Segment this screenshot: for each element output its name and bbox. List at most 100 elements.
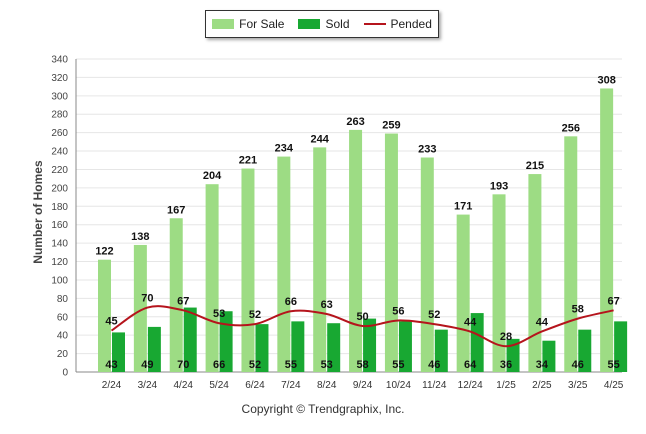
label-sold: 58: [356, 359, 368, 371]
x-tick-label: 11/24: [422, 380, 447, 391]
label-pended: 45: [105, 316, 117, 328]
bar-sold: [506, 338, 520, 372]
bar-for-sale: [456, 214, 470, 372]
label-for-sale: 204: [203, 170, 222, 182]
y-tick-label: 280: [51, 110, 68, 121]
label-pended: 67: [608, 295, 620, 307]
bar-for-sale: [98, 259, 111, 372]
label-sold: 46: [572, 359, 584, 371]
bar-for-sale: [528, 174, 542, 372]
bar-for-sale: [564, 136, 578, 372]
y-tick-label: 80: [57, 294, 69, 305]
bar-for-sale: [384, 133, 398, 372]
y-tick-label: 180: [51, 202, 68, 213]
bar-for-sale: [277, 156, 291, 372]
x-tick-label: 3/24: [138, 380, 158, 391]
label-for-sale: 221: [239, 155, 257, 167]
x-tick-label: 8/24: [317, 380, 337, 391]
bar-sold: [112, 332, 125, 372]
bar-sold: [183, 307, 197, 372]
legend-label-pended: Pended: [390, 17, 432, 31]
bar-for-sale: [169, 218, 183, 372]
y-tick-label: 200: [51, 183, 68, 194]
legend-item-sold[interactable]: Sold: [298, 17, 350, 31]
x-tick-label: 4/25: [604, 380, 624, 391]
label-pended: 44: [536, 316, 549, 328]
bar-sold: [470, 313, 484, 372]
bar-for-sale: [420, 157, 434, 372]
bar-sold: [255, 324, 269, 372]
bar-sold: [578, 329, 592, 372]
sold-swatch: [298, 19, 321, 29]
label-sold: 34: [536, 359, 549, 371]
bar-for-sale: [600, 88, 614, 372]
label-pended: 52: [428, 309, 440, 321]
pended-line-layer: [110, 305, 614, 348]
label-sold: 55: [392, 359, 404, 371]
label-for-sale: 263: [346, 116, 364, 128]
bar-sold: [291, 321, 305, 372]
y-axis-ticks: 0 20 40 60 80 100 120 140 160 180 200 220 240 260 280 3…: [51, 55, 68, 379]
y-tick-label: 260: [51, 128, 68, 139]
x-tick-label: 1/25: [496, 380, 516, 391]
legend-item-for-sale[interactable]: For Sale: [212, 17, 284, 31]
label-for-sale: 233: [418, 144, 436, 156]
label-pended: 56: [392, 305, 404, 317]
label-sold: 36: [500, 359, 512, 371]
label-for-sale: 256: [562, 122, 580, 134]
y-tick-label: 20: [57, 349, 69, 360]
y-tick-label: 100: [51, 275, 68, 286]
label-sold: 43: [105, 359, 117, 371]
bar-sold: [614, 321, 628, 372]
label-sold: 52: [249, 359, 261, 371]
label-pended: 50: [356, 311, 368, 323]
y-axis-title: Number of Homes: [31, 160, 45, 264]
bar-sold: [147, 326, 161, 372]
y-tick-label: 140: [51, 239, 68, 250]
label-for-sale: 167: [167, 204, 185, 216]
bar-for-sale: [492, 194, 506, 372]
label-sold: 64: [464, 359, 477, 371]
y-tick-label: 60: [57, 312, 69, 323]
legend: For Sale Sold Pended: [205, 10, 439, 38]
label-sold: 49: [141, 359, 153, 371]
label-for-sale: 171: [454, 201, 472, 213]
label-pended: 28: [500, 331, 512, 343]
x-tick-label: 7/24: [281, 380, 301, 391]
label-sold: 66: [213, 359, 225, 371]
label-pended: 67: [177, 295, 189, 307]
label-for-sale: 138: [131, 231, 149, 243]
y-tick-label: 320: [51, 73, 68, 84]
x-tick-label: 5/24: [209, 380, 229, 391]
label-for-sale: 215: [526, 160, 544, 172]
y-tick-label: 240: [51, 147, 68, 158]
x-tick-label: 12/24: [458, 380, 483, 391]
y-tick-label: 0: [62, 368, 68, 379]
y-tick-label: 300: [51, 91, 68, 102]
label-pended: 53: [213, 308, 225, 320]
label-sold: 46: [428, 359, 440, 371]
label-pended: 58: [572, 304, 584, 316]
label-pended: 63: [321, 299, 333, 311]
y-tick-label: 220: [51, 165, 68, 176]
x-tick-label: 4/24: [173, 380, 193, 391]
legend-label-sold: Sold: [325, 17, 350, 31]
y-tick-label: 340: [51, 55, 68, 66]
bar-sold: [398, 321, 412, 372]
data-labels: 122 43 138 49 167 70 204 66 221 52 234 55 244 53 263 58…: [95, 74, 619, 371]
y-tick-label: 120: [51, 257, 68, 268]
bar-sold: [327, 323, 341, 372]
bar-for-sale: [205, 184, 219, 372]
legend-item-pended[interactable]: Pended: [363, 17, 432, 31]
bar-for-sale: [313, 147, 327, 372]
label-pended: 52: [249, 309, 261, 321]
for-sale-swatch: [212, 19, 235, 29]
label-pended: 70: [141, 293, 153, 305]
label-for-sale: 193: [490, 180, 508, 192]
bar-for-sale: [349, 129, 363, 372]
x-axis-ticks: 2/24 3/24 4/24 5/24 6/24 7/24 8/24 9/24 10/24 11/…: [102, 380, 624, 391]
bar-for-sale: [133, 244, 147, 372]
y-tick-label: 160: [51, 220, 68, 231]
copyright-text: Copyright © Trendgraphix, Inc.: [241, 402, 405, 416]
gridlines: [75, 58, 622, 373]
